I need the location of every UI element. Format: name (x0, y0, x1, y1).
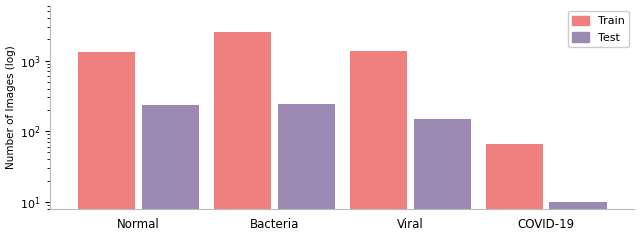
Bar (214, 32, 271, 237)
Bar (141, 105, 199, 237)
Legend: Train, Test: Train, Test (568, 11, 629, 47)
Bar (278, 104, 335, 237)
Y-axis label: Number of Images (log): Number of Images (log) (6, 45, 15, 169)
Bar (78, 51, 135, 237)
Bar (486, 144, 543, 237)
Bar (550, 202, 607, 237)
Bar (349, 51, 407, 237)
Bar (413, 119, 470, 237)
